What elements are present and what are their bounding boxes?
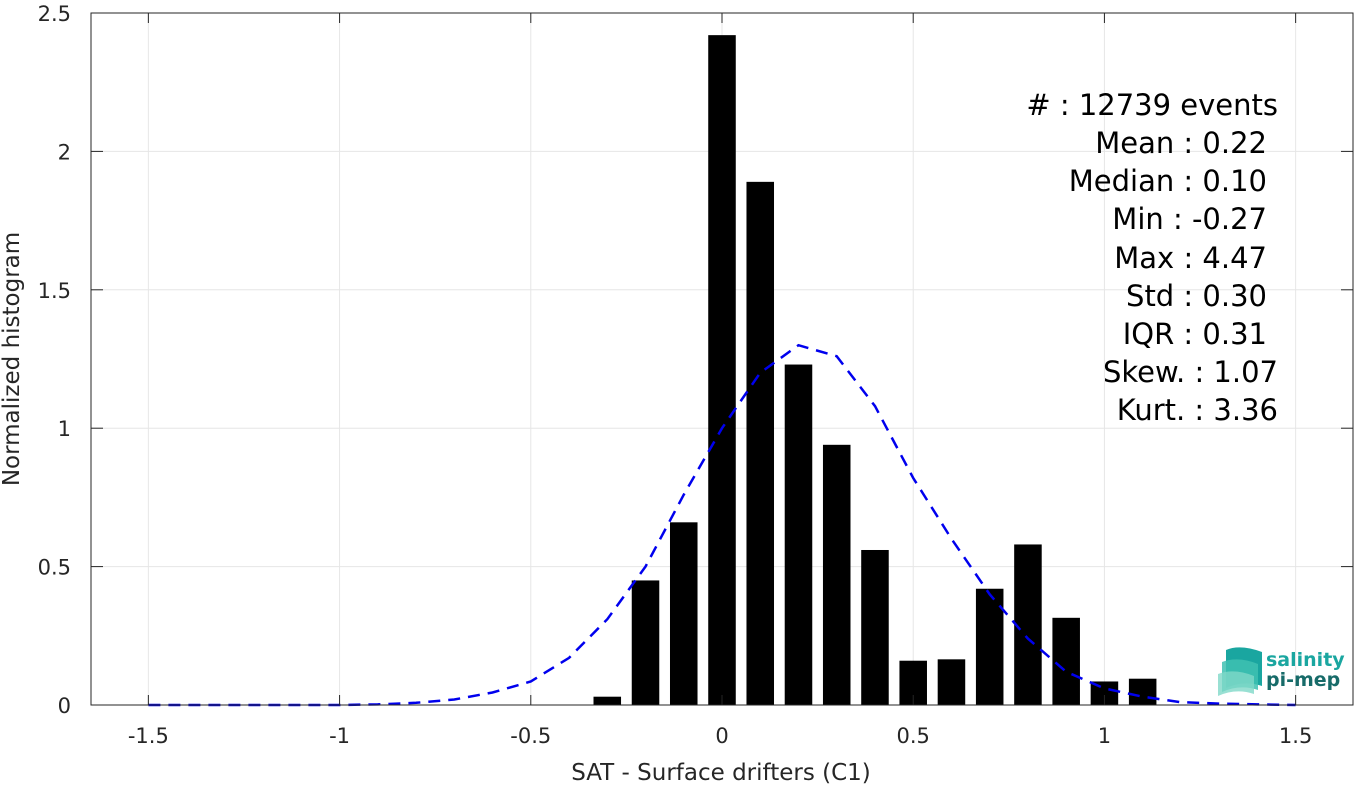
- histogram-bar: [1128, 678, 1157, 705]
- y-axis-label: Normalized histogram: [0, 232, 25, 486]
- x-tick-label: 0: [715, 724, 728, 748]
- stat-std: Std : 0.30: [1126, 279, 1267, 313]
- stat-min: Min : -0.27: [1112, 202, 1267, 236]
- x-tick-label: 0.5: [897, 724, 930, 748]
- y-tick-label: 1.5: [38, 279, 71, 303]
- logo-text-pimep: pi-mep: [1266, 669, 1340, 691]
- x-tick-labels: -1.5 -1 -0.5 0 0.5 1 1.5: [128, 724, 1312, 748]
- axis-ticks: [91, 12, 1353, 706]
- x-tick-label: -0.5: [510, 724, 551, 748]
- histogram-bar: [822, 444, 851, 705]
- stat-median: Median : 0.10: [1069, 164, 1267, 198]
- x-tick-label: 1: [1098, 724, 1111, 748]
- histogram-bar: [669, 522, 698, 705]
- histogram-bar: [1014, 544, 1042, 705]
- histogram-bar: [937, 659, 966, 705]
- histogram-bar: [593, 696, 622, 705]
- y-tick-label: 2: [58, 140, 71, 164]
- stat-skew: Skew. : 1.07: [1103, 355, 1278, 389]
- histogram-bar: [784, 364, 813, 705]
- x-tick-label: -1: [329, 724, 350, 748]
- histogram-bar: [975, 588, 1004, 705]
- histogram-bar: [708, 35, 736, 706]
- y-tick-label: 0.5: [38, 556, 71, 580]
- stat-max: Max : 4.47: [1114, 241, 1267, 275]
- histogram-bar: [1052, 617, 1080, 705]
- histogram-bar: [1090, 681, 1119, 705]
- wave-logo-icon: [1218, 647, 1262, 696]
- histogram-bar: [631, 580, 660, 705]
- stats-box: # : 12739 events Mean : 0.22 Median : 0.…: [1026, 88, 1278, 427]
- y-tick-labels: 0 0.5 1 1.5 2 2.5: [38, 2, 71, 718]
- stat-events: # : 12739 events: [1026, 88, 1278, 122]
- logo-text-salinity: salinity: [1266, 649, 1345, 671]
- histogram-bar: [861, 549, 889, 705]
- histogram-bar: [746, 181, 775, 705]
- x-tick-label: -1.5: [128, 724, 169, 748]
- salinity-pimep-logo: salinity pi-mep: [1218, 647, 1345, 696]
- stat-iqr: IQR : 0.31: [1123, 317, 1267, 351]
- x-axis-label: SAT - Surface drifters (C1): [571, 760, 871, 785]
- y-tick-label: 2.5: [38, 2, 71, 26]
- histogram-bars: [593, 35, 1157, 706]
- stat-mean: Mean : 0.22: [1095, 126, 1267, 160]
- stat-kurt: Kurt. : 3.36: [1117, 393, 1278, 427]
- y-tick-label: 0: [58, 694, 71, 718]
- x-tick-label: 1.5: [1279, 724, 1312, 748]
- y-tick-label: 1: [58, 417, 71, 441]
